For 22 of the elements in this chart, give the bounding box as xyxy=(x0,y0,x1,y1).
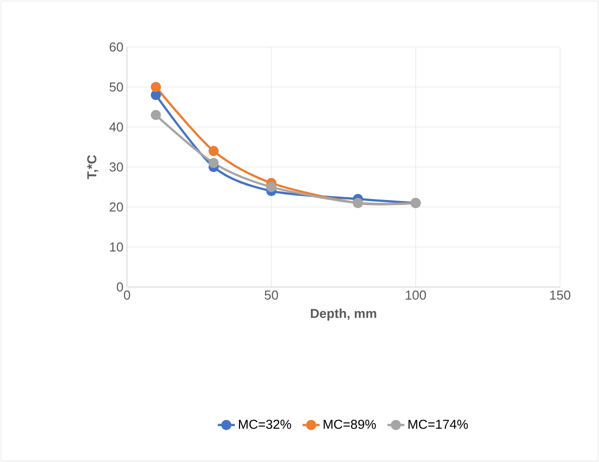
y-tick-label: 0 xyxy=(116,282,123,292)
point xyxy=(150,90,161,100)
point xyxy=(150,82,161,92)
y-tick-label: 10 xyxy=(110,242,123,252)
y-axis-title: T,*C xyxy=(87,155,98,180)
y-tick-label: 40 xyxy=(109,122,123,132)
point xyxy=(266,182,276,192)
y-tick-label: 60 xyxy=(110,42,123,52)
point xyxy=(150,110,161,120)
x-tick-label: 50 xyxy=(264,290,278,300)
y-tick-label: 50 xyxy=(110,82,123,92)
x-tick-label: 150 xyxy=(550,290,570,300)
legend-label: MC=89% xyxy=(324,420,376,429)
x-axis-title: Depth, mm xyxy=(310,308,376,321)
point xyxy=(208,146,219,156)
y-tick-label: 20 xyxy=(110,202,123,212)
y-tick-label: 30 xyxy=(110,162,123,172)
x-tick-label: 0 xyxy=(124,290,130,300)
legend-label: MC=32% xyxy=(238,420,292,429)
legend-label: MC=174% xyxy=(408,420,468,429)
x-tick-label: 100 xyxy=(406,290,426,300)
point xyxy=(208,158,219,168)
